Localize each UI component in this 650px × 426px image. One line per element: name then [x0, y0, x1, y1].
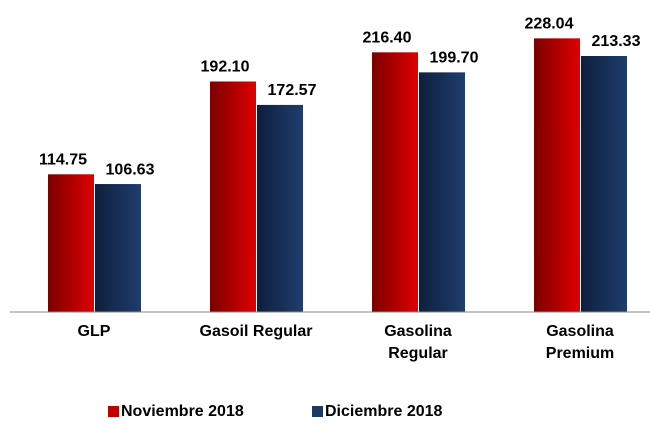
- x-tick-line: Regular: [388, 345, 448, 362]
- legend-swatch: [108, 406, 119, 417]
- data-label: 216.40: [363, 30, 412, 47]
- data-label: 114.75: [39, 152, 87, 169]
- data-label: 213.33: [592, 33, 641, 50]
- bar: [257, 104, 303, 312]
- data-label: 199.70: [430, 50, 479, 67]
- legend-swatch: [312, 406, 323, 417]
- x-tick-line: GLP: [78, 323, 111, 340]
- x-tick-line: Gasoil Regular: [200, 323, 313, 340]
- x-tick-line: Gasolina: [546, 323, 614, 340]
- bar: [48, 174, 94, 312]
- data-label: 228.04: [525, 16, 574, 33]
- data-label: 172.57: [268, 82, 317, 99]
- legend-label: Diciembre 2018: [325, 403, 443, 420]
- x-tick-label: Gasolina Regular: [384, 323, 452, 362]
- bar: [95, 184, 141, 312]
- data-label: 192.10: [201, 59, 250, 76]
- bar: [534, 38, 580, 313]
- bar: [419, 72, 465, 312]
- bar: [581, 56, 627, 313]
- data-label: 106.63: [106, 161, 155, 178]
- x-tick-label: Gasolina Premium: [546, 323, 614, 362]
- x-tick-label: Gasoil Regular: [200, 323, 313, 340]
- bar: [210, 81, 256, 312]
- x-tick-line: Gasolina: [384, 323, 452, 340]
- x-tick-label: GLP: [78, 323, 111, 340]
- legend-label: Noviembre 2018: [121, 403, 244, 420]
- bar: [372, 52, 418, 312]
- x-tick-line: Premium: [546, 345, 614, 362]
